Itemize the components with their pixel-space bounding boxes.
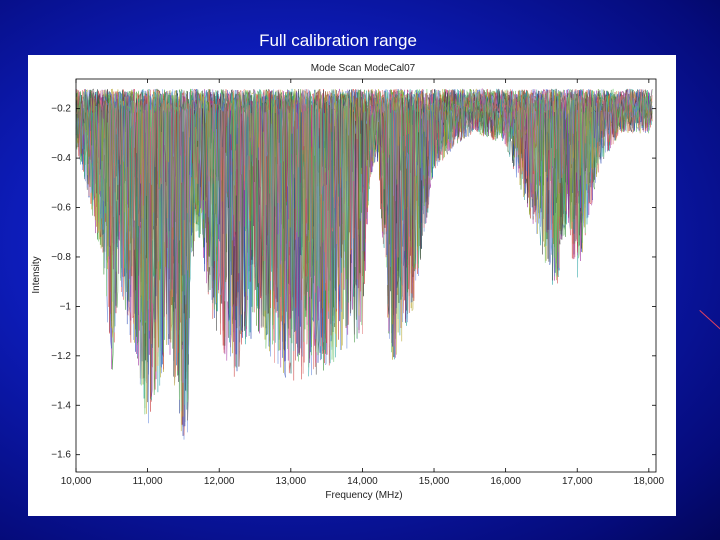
x-tick-label: 12,000 xyxy=(204,476,235,487)
y-tick-label: −1.2 xyxy=(51,351,71,362)
x-tick-label: 11,000 xyxy=(133,476,163,487)
x-tick-label: 15,000 xyxy=(419,476,450,487)
x-axis-label: Frequency (MHz) xyxy=(325,490,402,501)
x-tick-label: 14,000 xyxy=(347,476,378,487)
chart-svg: Mode Scan ModeCal07 10,000 11,000 12,000 13… xyxy=(31,63,665,501)
x-tick-label: 17,000 xyxy=(562,476,593,487)
data-trace xyxy=(75,88,653,415)
chart-traces xyxy=(75,88,653,440)
x-tick-label: 18,000 xyxy=(634,476,665,487)
x-tick-label: 16,000 xyxy=(490,476,521,487)
y-tick-label: −0.2 xyxy=(51,104,71,115)
chart-figure: Mode Scan ModeCal07 10,000 11,000 12,000 13… xyxy=(28,55,676,516)
x-tick-label: 13,000 xyxy=(276,476,307,487)
y-tick-label: −1 xyxy=(60,301,72,312)
slide-title: Full calibration range xyxy=(259,31,417,50)
data-trace xyxy=(75,88,653,371)
x-axis: 10,000 11,000 12,000 13,000 14,000 15,000 16,0… xyxy=(61,79,665,487)
chart-title: Mode Scan ModeCal07 xyxy=(311,63,416,74)
y-tick-label: −1.4 xyxy=(51,400,71,411)
decorative-line xyxy=(699,310,720,331)
x-tick-label: 10,000 xyxy=(61,476,92,487)
data-trace xyxy=(75,88,653,421)
y-axis: −0.2 −0.4 −0.6 −0.8 −1 −1.2 −1.4 −1.6 xyxy=(51,104,656,461)
y-axis-label: Intensity xyxy=(31,256,42,293)
axes-frame xyxy=(75,78,657,473)
y-tick-label: −1.6 xyxy=(51,450,71,461)
y-tick-label: −0.6 xyxy=(51,203,71,214)
y-tick-label: −0.4 xyxy=(51,153,71,164)
y-tick-label: −0.8 xyxy=(51,252,71,263)
